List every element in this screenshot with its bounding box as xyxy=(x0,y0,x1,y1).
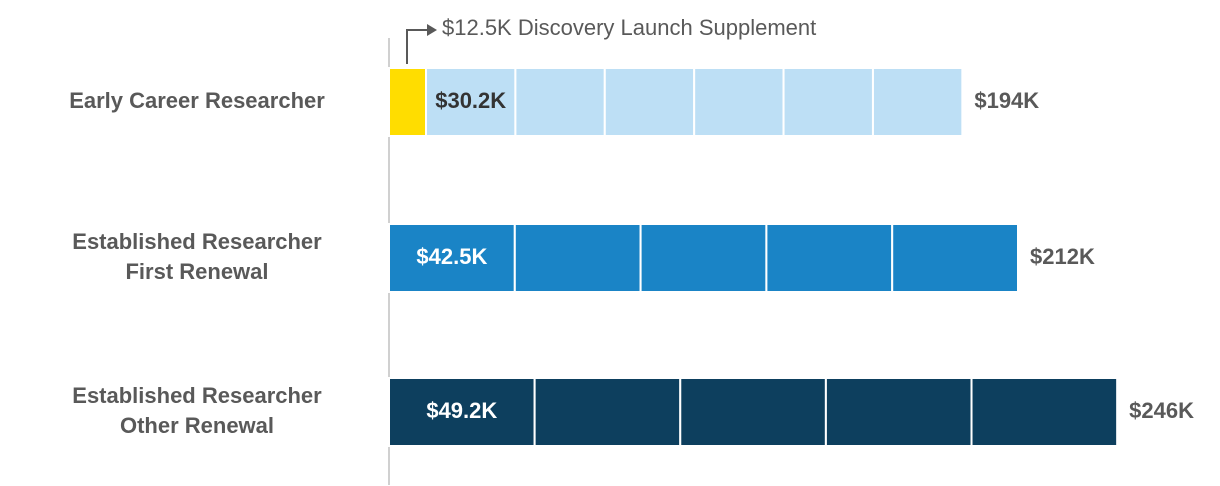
bar-segment xyxy=(782,67,874,137)
bar-segment xyxy=(388,377,536,447)
annotation-arrow xyxy=(406,29,428,64)
bar-segment xyxy=(603,67,696,137)
annotation: $12.5K Discovery Launch Supplement xyxy=(442,15,816,40)
bar-segment xyxy=(765,223,894,293)
bar-segment xyxy=(514,67,606,137)
bar-segment xyxy=(639,223,768,293)
bar-segment xyxy=(693,67,785,137)
total-label: $194K xyxy=(974,88,1039,113)
bar-segment xyxy=(970,377,1119,447)
bar-segment xyxy=(824,377,973,447)
category-label: Early Career Researcher xyxy=(69,88,325,113)
bar-segment xyxy=(533,377,682,447)
total-label: $246K xyxy=(1129,398,1194,423)
bar-segment xyxy=(388,223,516,293)
category-label: First Renewal xyxy=(125,259,268,284)
bar-segment xyxy=(891,223,1020,293)
supplement-bar xyxy=(388,67,427,137)
total-label: $212K xyxy=(1030,244,1095,269)
bar-segment xyxy=(679,377,827,447)
value-label: $30.2K xyxy=(435,88,506,113)
category-label: Established Researcher xyxy=(72,383,322,408)
category-label: Other Renewal xyxy=(120,413,274,438)
bar-segment xyxy=(513,223,642,293)
annotation-arrowhead xyxy=(427,24,437,36)
value-label: $49.2K xyxy=(426,398,497,423)
category-label: Established Researcher xyxy=(72,229,322,254)
bar-segment xyxy=(871,67,964,137)
value-label: $42.5K xyxy=(416,244,487,269)
